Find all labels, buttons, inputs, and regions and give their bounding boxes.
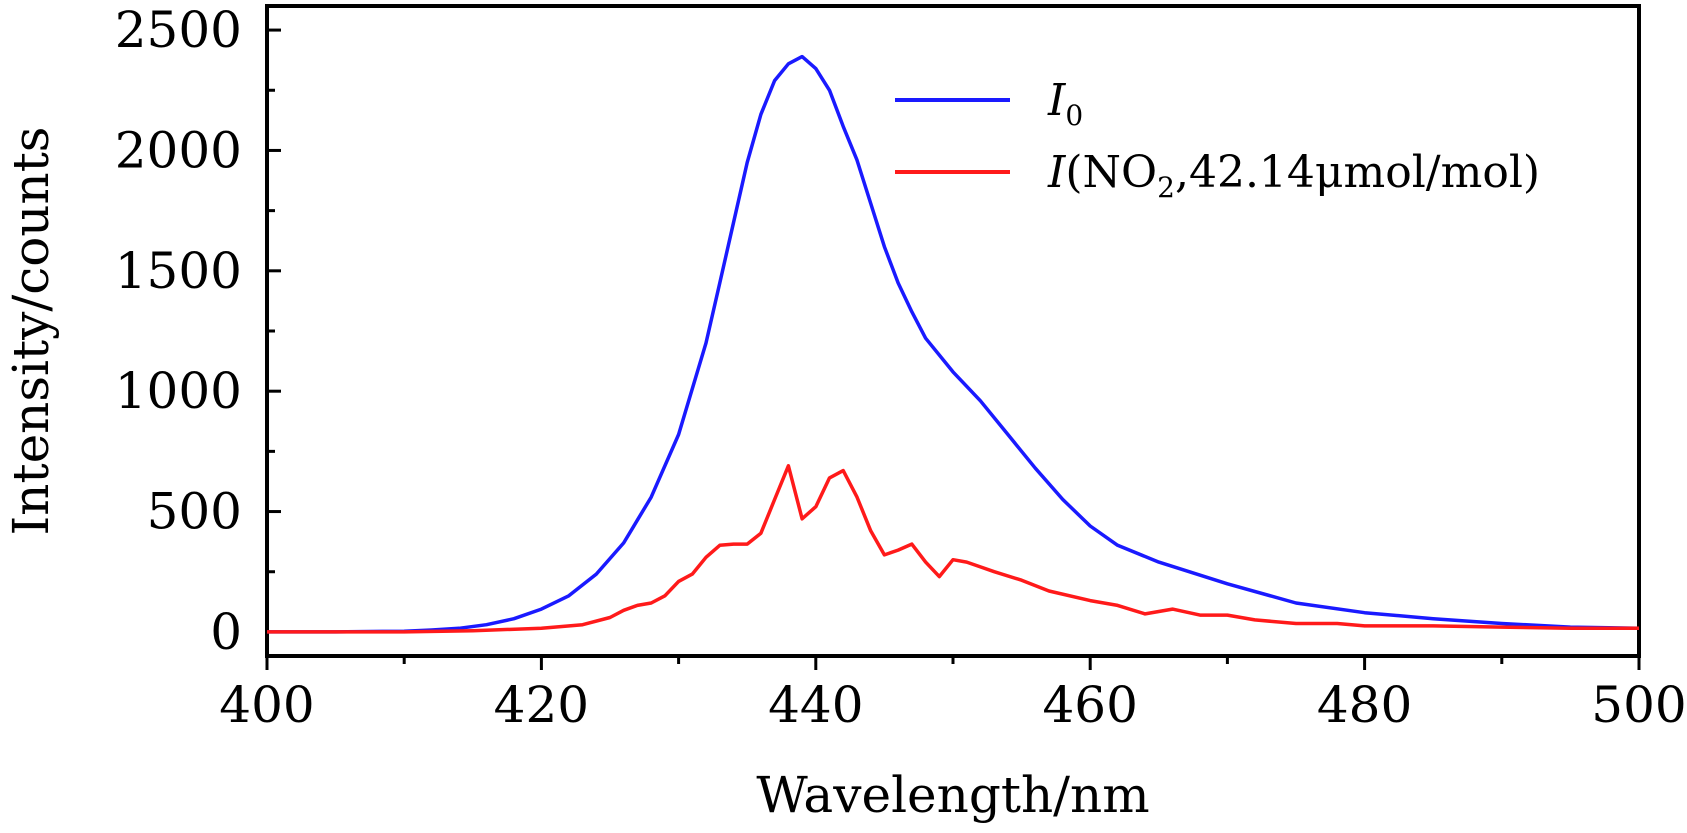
legend: I0 I(NO2,42.14μmol/mol) [895, 75, 1540, 204]
y-tick-label: 1000 [115, 362, 242, 420]
y-axis-title: Intensity/counts [2, 127, 60, 536]
y-axis-ticks: 0 500 1000 1500 2000 2500 [115, 1, 281, 661]
x-tick-label: 400 [219, 676, 314, 734]
x-tick-label: 480 [1317, 676, 1412, 734]
legend-label-i-no2-rest-b: ,42.14μmol/mol) [1175, 147, 1540, 198]
legend-label-i0-sub: 0 [1065, 99, 1083, 132]
y-tick-label: 0 [210, 603, 242, 661]
x-axis-ticks: 400 420 440 460 480 500 [219, 656, 1687, 734]
y-tick-label: 2000 [115, 121, 242, 179]
y-tick-label: 500 [147, 483, 242, 541]
legend-label-i0-main: I [1047, 75, 1067, 126]
x-tick-label: 500 [1591, 676, 1686, 734]
legend-label-i-no2-sub: 2 [1157, 171, 1175, 204]
legend-label-i-no2-rest-a: (NO [1065, 147, 1157, 198]
y-tick-label: 1500 [115, 242, 242, 300]
x-axis-title: Wavelength/nm [756, 766, 1149, 824]
x-tick-label: 420 [494, 676, 589, 734]
legend-label-i-no2-main: I [1047, 147, 1067, 198]
x-tick-label: 460 [1042, 676, 1137, 734]
legend-label-i-no2: I(NO2,42.14μmol/mol) [1047, 147, 1540, 204]
series-line-i-no2 [267, 464, 1639, 634]
series-line-i0 [267, 54, 1640, 634]
x-tick-label: 440 [768, 676, 863, 734]
series-group [267, 54, 1640, 634]
legend-label-i0: I0 [1047, 75, 1083, 132]
y-tick-label: 2500 [115, 1, 242, 59]
